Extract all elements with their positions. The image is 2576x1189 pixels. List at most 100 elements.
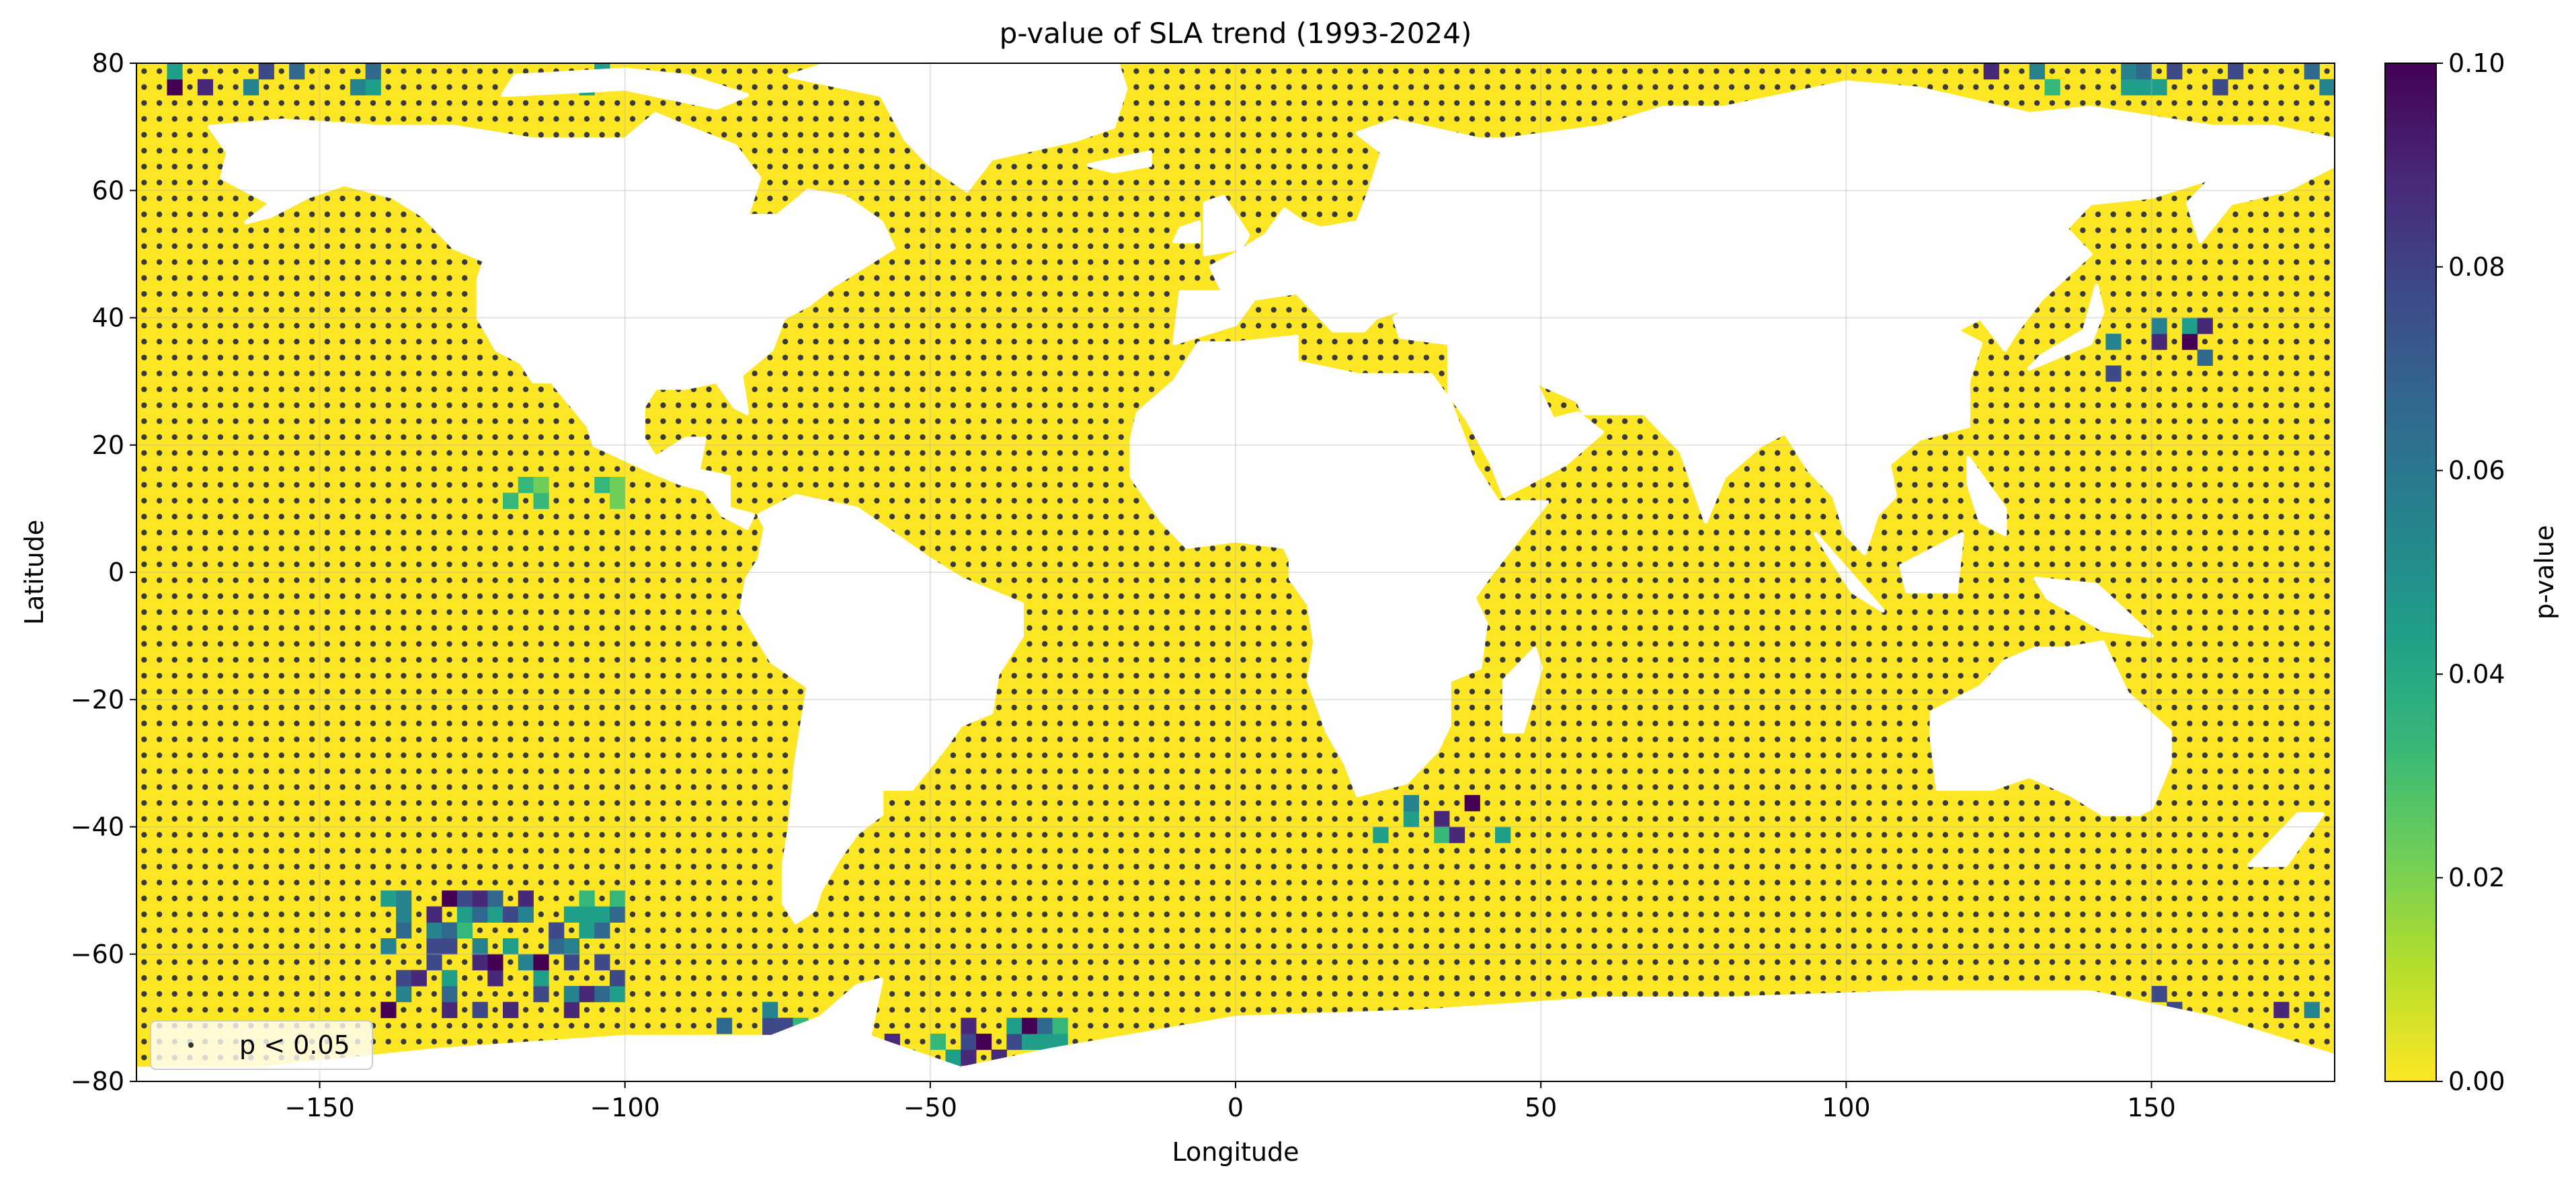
significance-dot [1209, 704, 1216, 711]
significance-dot [599, 561, 605, 568]
significance-dot [187, 864, 193, 870]
significance-dot [1195, 68, 1201, 75]
significance-dot [415, 291, 422, 297]
significance-dot [752, 1023, 758, 1029]
significance-dot [309, 259, 315, 265]
significance-dot [446, 68, 452, 75]
significance-dot [1195, 689, 1201, 695]
significance-dot [553, 689, 559, 695]
significance-dot [141, 211, 147, 217]
significance-dot [767, 911, 773, 917]
significance-dot [721, 466, 727, 472]
significance-dot [431, 259, 438, 265]
significance-dot [1057, 895, 1063, 902]
significance-dot [920, 291, 926, 297]
significance-dot [645, 704, 651, 711]
significance-dot [324, 736, 331, 742]
significance-dot [843, 943, 850, 950]
significance-dot [553, 975, 559, 981]
significance-dot [401, 386, 407, 393]
significance-dot [706, 752, 712, 759]
significance-dot [1118, 227, 1124, 233]
significance-dot [874, 450, 880, 456]
significance-dot [1148, 386, 1155, 393]
significance-dot [797, 450, 804, 456]
significance-dot [813, 84, 819, 90]
significance-dot [1347, 959, 1353, 965]
significance-dot [278, 545, 284, 551]
significance-dot [981, 577, 987, 584]
significance-dot [278, 100, 284, 106]
significance-dot [309, 895, 315, 902]
significance-dot [797, 100, 804, 106]
significance-dot [248, 275, 254, 281]
significance-dot [141, 832, 147, 838]
significance-dot [1148, 243, 1155, 250]
significance-dot [1301, 895, 1307, 902]
significance-dot [675, 864, 682, 870]
significance-dot [141, 1007, 147, 1013]
significance-dot [1041, 323, 1048, 329]
significance-dot [1102, 132, 1109, 138]
significance-dot [415, 720, 422, 726]
significance-dot [934, 307, 941, 313]
significance-dot [660, 832, 666, 838]
significance-dot [996, 736, 1002, 742]
significance-dot [233, 895, 239, 902]
significance-dot [248, 371, 254, 377]
significance-dot [599, 673, 605, 679]
significance-dot [171, 259, 177, 265]
significance-dot [401, 116, 407, 122]
significance-dot [141, 720, 147, 726]
significance-dot [1148, 736, 1155, 742]
significance-dot [568, 418, 575, 424]
significance-dot [721, 689, 727, 695]
significance-dot [1255, 720, 1262, 726]
significance-dot [385, 450, 391, 456]
significance-dot [477, 529, 483, 536]
significance-dot [355, 593, 361, 599]
significance-dot [370, 577, 376, 584]
significance-dot [324, 768, 331, 774]
significance-dot [690, 816, 697, 822]
significance-dot [553, 529, 559, 536]
significance-dot [721, 68, 727, 75]
significance-dot [477, 720, 483, 726]
significance-dot [294, 211, 300, 217]
significance-dot [217, 816, 224, 822]
significance-dot [263, 736, 270, 742]
significance-dot [1027, 418, 1033, 424]
significance-dot [568, 689, 575, 695]
significance-dot [1286, 975, 1292, 981]
significance-dot [263, 975, 270, 981]
significance-dot [278, 291, 284, 297]
significance-dot [1271, 68, 1277, 75]
significance-dot [1164, 832, 1170, 838]
significance-dot [355, 768, 361, 774]
significance-dot [981, 195, 987, 202]
significance-dot [1148, 927, 1155, 933]
significance-dot [1332, 195, 1338, 202]
significance-dot [1240, 880, 1246, 886]
significance-dot [1271, 943, 1277, 950]
significance-dot [462, 498, 468, 504]
significance-dot [462, 800, 468, 806]
significance-dot [1027, 975, 1033, 981]
significance-dot [1088, 943, 1094, 950]
significance-dot [156, 1007, 163, 1013]
significance-dot [1209, 163, 1216, 169]
significance-dot [355, 529, 361, 536]
significance-dot [1164, 641, 1170, 647]
significance-dot [1332, 927, 1338, 933]
significance-dot [324, 704, 331, 711]
significance-dot [1286, 768, 1292, 774]
significance-dot [981, 975, 987, 981]
significance-dot [1027, 450, 1033, 456]
significance-dot [1164, 991, 1170, 997]
significance-dot [904, 307, 910, 313]
significance-dot [370, 736, 376, 742]
significance-dot [736, 864, 743, 870]
significance-dot [553, 1023, 559, 1029]
significance-dot [904, 227, 910, 233]
significance-dot [1240, 84, 1246, 90]
